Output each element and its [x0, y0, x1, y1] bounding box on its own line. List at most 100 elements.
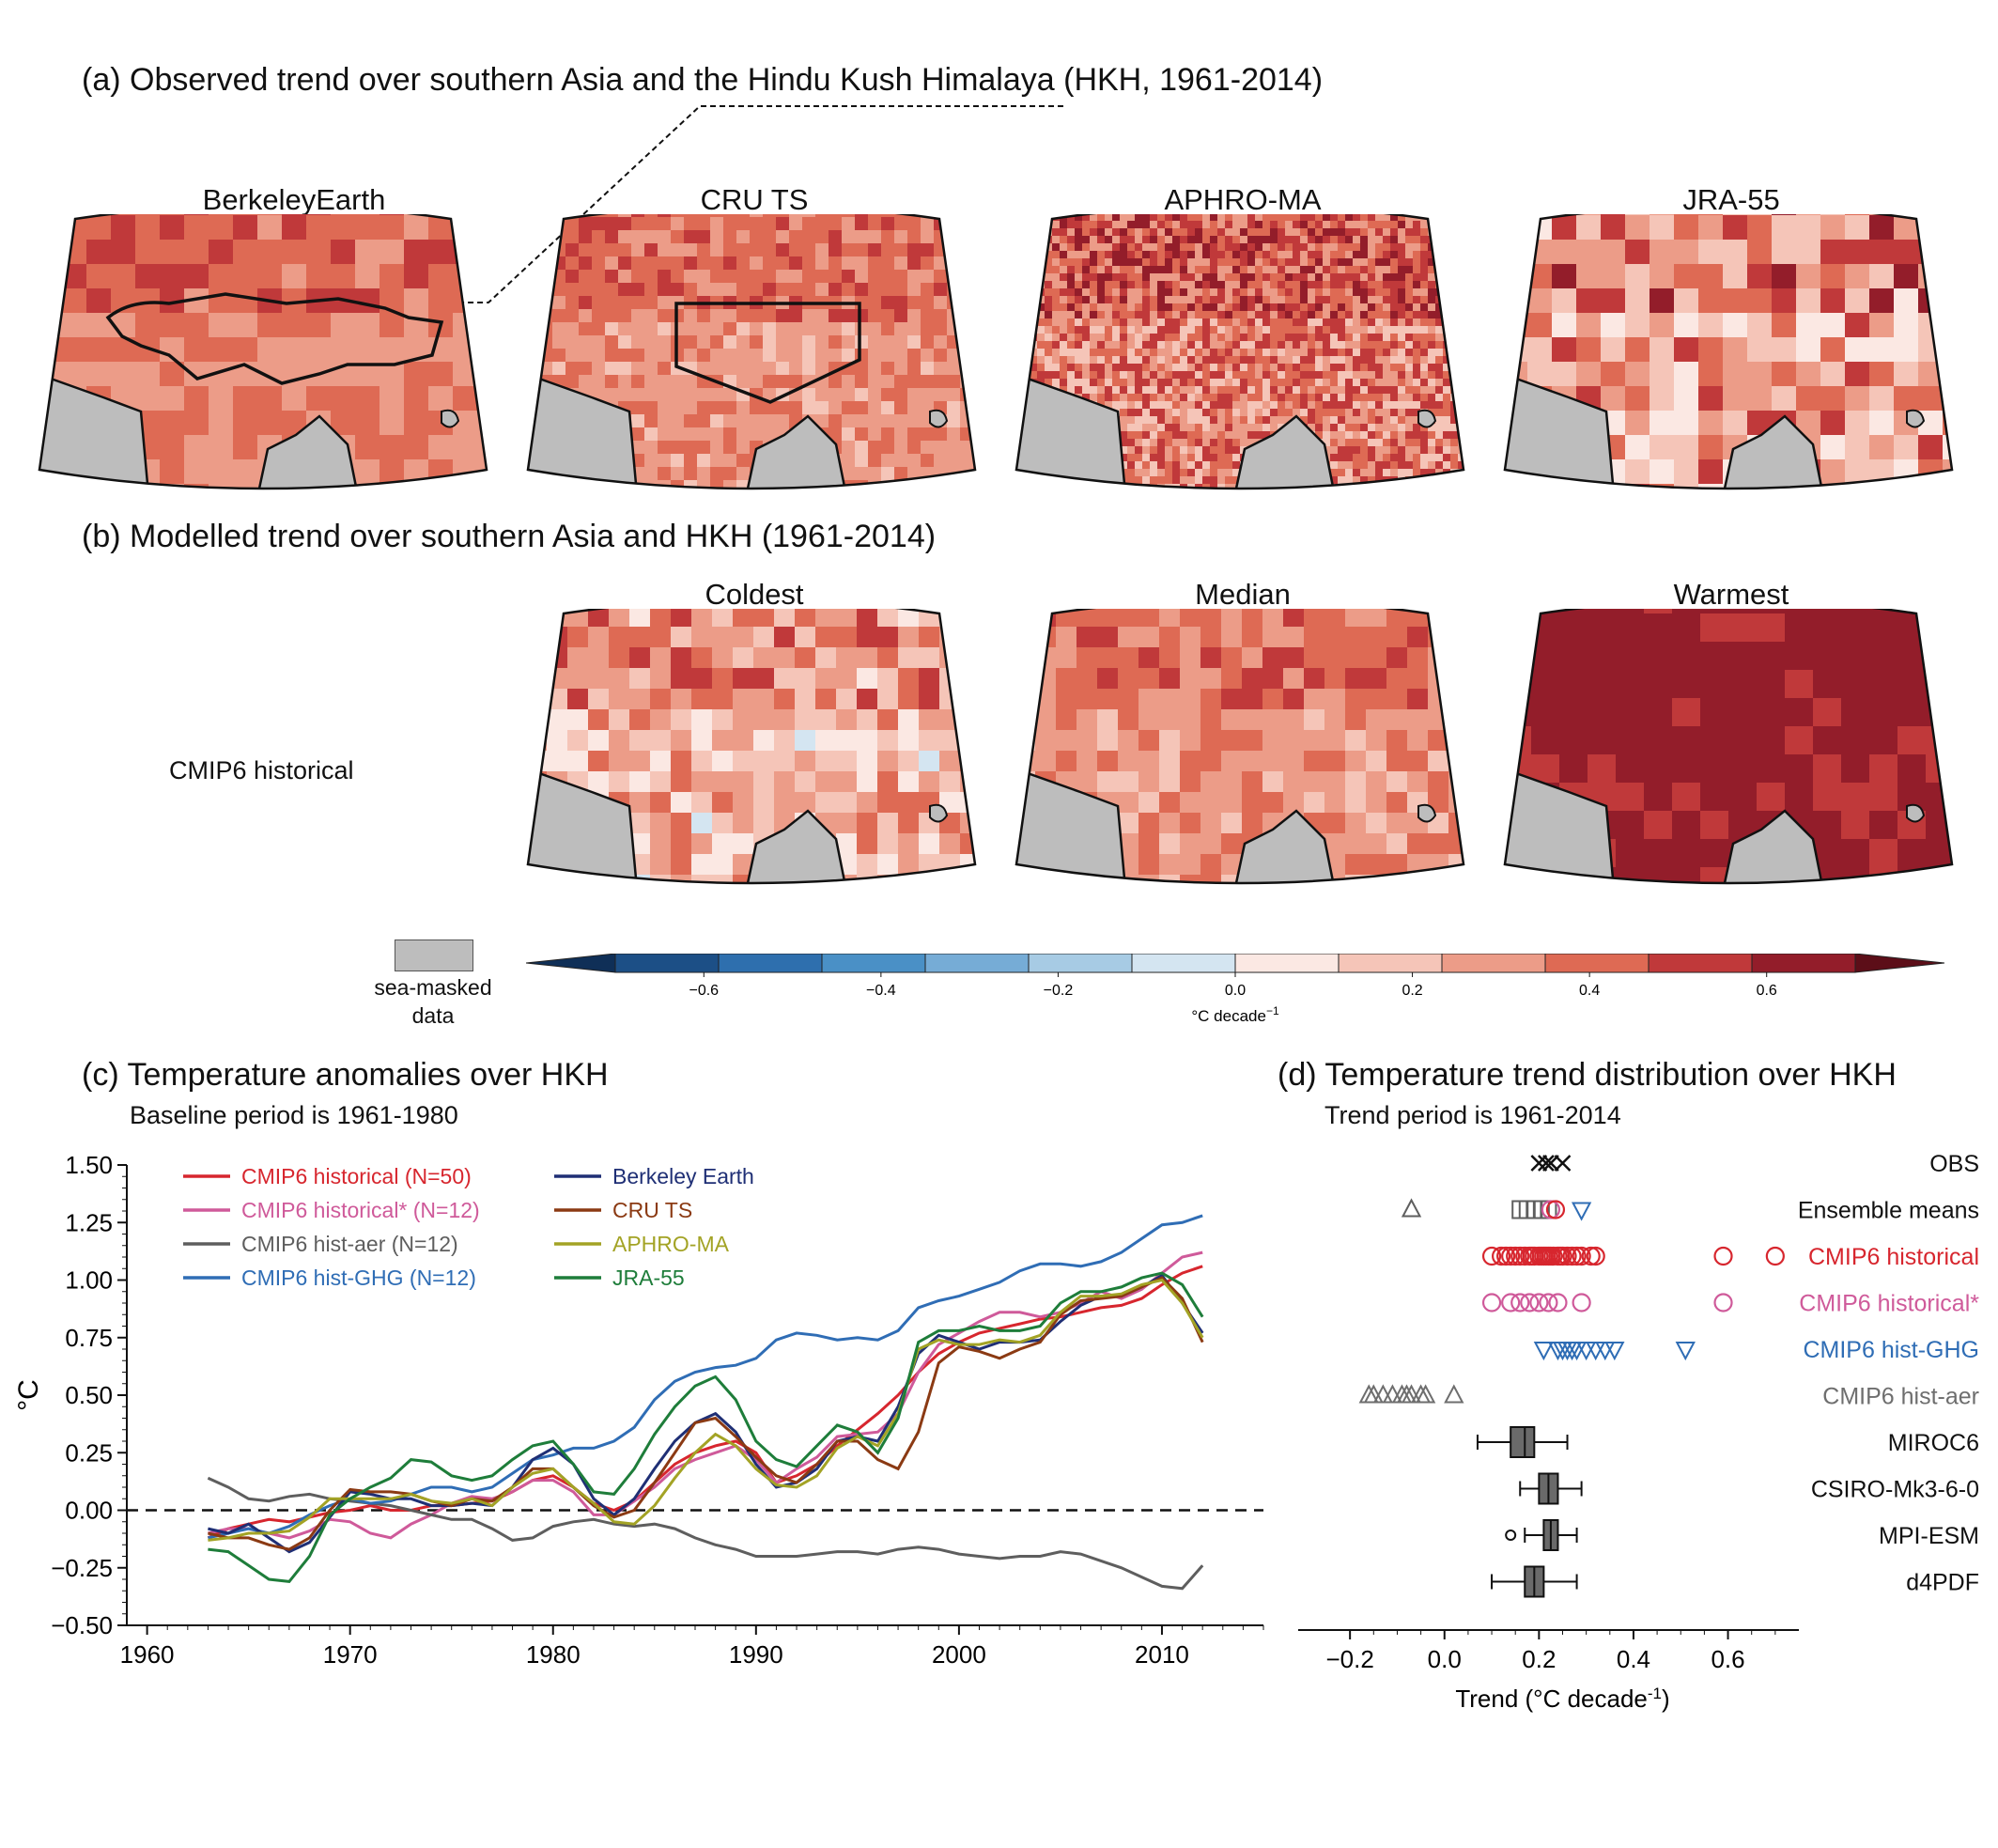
marker-triangle-down	[1571, 1202, 1592, 1221]
colorbar-tick-label: 0.6	[1757, 983, 1777, 999]
y-tick-label: −0.25	[51, 1554, 113, 1582]
marker-circle	[1510, 1293, 1530, 1312]
y-tick-label: 1.00	[65, 1266, 113, 1295]
legend-label: Berkeley Earth	[612, 1164, 754, 1188]
marker-triangle-up	[1444, 1384, 1464, 1404]
marker-circle	[1586, 1246, 1605, 1266]
map-warmest	[1503, 598, 1954, 895]
x-tick-label: 2000	[932, 1640, 986, 1669]
row-label: CMIP6 historical	[1808, 1244, 1979, 1270]
sea-area	[1417, 803, 1437, 823]
marker-circle	[1581, 1246, 1601, 1266]
series-line	[207, 1265, 1203, 1540]
map-canvas	[1014, 598, 1465, 885]
colorbar-tick-label: 0.0	[1225, 983, 1246, 999]
hkh-outline	[105, 292, 444, 385]
map-cells	[1505, 599, 1952, 883]
colorbar-bin	[718, 954, 823, 973]
sea-area	[929, 803, 949, 823]
marker-triangle-up	[1415, 1384, 1436, 1404]
marker-circle	[1492, 1246, 1511, 1266]
map-canvas	[526, 203, 977, 490]
panel-d-subtitle: Trend period is 1961-2014	[1324, 1101, 1621, 1129]
map-canvas	[1503, 203, 1954, 490]
map-median	[1014, 598, 1465, 895]
marker-circle	[1541, 1200, 1561, 1219]
colorbar-tick-label: −0.4	[866, 983, 896, 999]
map-title-aphro: APHRO-MA	[1164, 183, 1322, 216]
colorbar-min-extend	[526, 954, 616, 973]
series-line	[208, 1271, 1204, 1583]
marker-triangle-down	[1604, 1342, 1625, 1361]
sea-area	[1717, 414, 1829, 489]
x-tick-label: 0.4	[1617, 1645, 1650, 1673]
marker-triangle-down	[1675, 1342, 1696, 1361]
map-canvas	[38, 203, 488, 490]
sea-area	[1417, 409, 1437, 428]
colorbar-bin	[821, 954, 926, 973]
colorbar-bin	[1131, 954, 1236, 973]
row-label: d4PDF	[1906, 1570, 1979, 1596]
map-jra	[1503, 203, 1954, 501]
marker-x	[1530, 1155, 1548, 1172]
colorbar-bin	[614, 954, 720, 973]
legend-label: JRA-55	[612, 1266, 685, 1290]
x-tick-label: 0.2	[1522, 1645, 1556, 1673]
marker-circle	[1553, 1246, 1572, 1266]
x-tick-label: 1990	[729, 1640, 783, 1669]
colorbar-bin	[924, 954, 1030, 973]
map-title-berkeley: BerkeleyEarth	[202, 183, 386, 216]
x-tick-label: 1970	[323, 1640, 378, 1669]
marker-circle	[1501, 1246, 1521, 1266]
marker-circle	[1501, 1293, 1521, 1312]
map-canvas	[1014, 203, 1465, 490]
marker-circle	[1562, 1246, 1582, 1266]
colorbar-bin	[1751, 954, 1856, 973]
sea-area	[1229, 809, 1340, 883]
map-cells	[528, 599, 975, 883]
panel-d-title: (d) Temperature trend distribution over …	[1278, 1057, 1897, 1093]
row-label: CMIP6 hist-aer	[1822, 1384, 1979, 1410]
y-tick-label: 0.75	[65, 1324, 113, 1352]
colorbar-bin	[1441, 954, 1546, 973]
sea-masked-label-2: data	[411, 1003, 455, 1028]
x-tick-label: −0.2	[1325, 1645, 1373, 1673]
y-tick-label: −0.50	[51, 1611, 113, 1639]
colorbar-tick-label: −0.6	[689, 983, 719, 999]
map-title-median: Median	[1195, 578, 1291, 611]
x-tick-label: 2010	[1135, 1640, 1189, 1669]
row-label: CMIP6 historical*	[1799, 1291, 1979, 1317]
colorbar-tick-label: 0.2	[1402, 983, 1422, 999]
panel-b-title: (b) Modelled trend over southern Asia an…	[82, 519, 937, 554]
marker-circle	[1481, 1293, 1502, 1312]
sea-area	[1906, 409, 1926, 428]
map-cells	[528, 205, 975, 489]
sea-area	[252, 414, 364, 489]
colorbar-tick-label: −0.2	[1044, 983, 1074, 999]
map-coldest	[526, 598, 977, 895]
x-axis-label-exponent: -1	[1648, 1685, 1662, 1702]
map-cru	[526, 203, 977, 501]
map-cells	[1016, 205, 1464, 489]
series-line	[208, 1214, 1203, 1540]
map-title-warmest: Warmest	[1673, 578, 1789, 611]
colorbar-bin	[1544, 954, 1650, 973]
row-label: CMIP6 hist-GHG	[1803, 1337, 1979, 1363]
legend-label: APHRO-MA	[612, 1232, 730, 1256]
row-label-cmip6: CMIP6 historical	[169, 756, 354, 784]
colorbar-bin	[1234, 954, 1340, 973]
sea-area	[1717, 809, 1829, 883]
legend-label: CRU TS	[612, 1198, 692, 1222]
map-berkeley	[38, 203, 488, 501]
sea-area	[740, 414, 852, 489]
row-label: OBS	[1929, 1151, 1979, 1177]
colorbar-bin	[1338, 954, 1443, 973]
y-tick-label: 1.50	[65, 1151, 113, 1179]
colorbar-label-exponent: −1	[1266, 1004, 1279, 1017]
marker-x	[1554, 1155, 1572, 1172]
y-tick-label: 1.25	[65, 1208, 113, 1236]
marker-circle	[1510, 1246, 1530, 1266]
marker-circle	[1572, 1293, 1591, 1312]
box-outlier	[1505, 1530, 1517, 1541]
marker-circle	[1567, 1246, 1587, 1266]
